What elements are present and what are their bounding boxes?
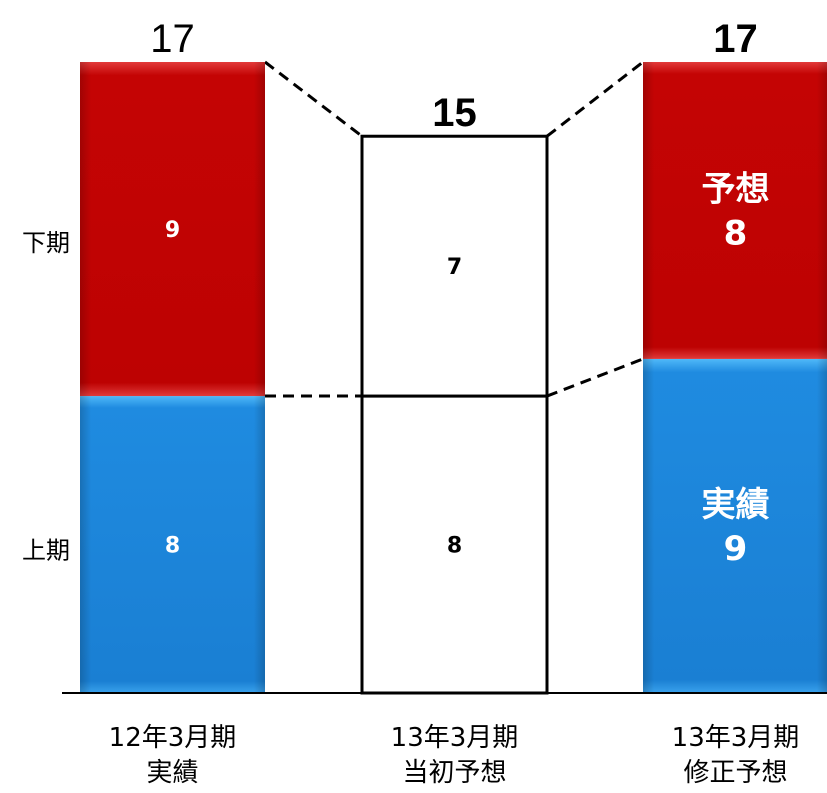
dashed-connectors [264,60,644,398]
bar-total-label: 17 [150,17,195,61]
row-label-upper: 下期 [22,229,70,257]
segment-value-label: 7 [447,255,462,280]
category-label: 実績 [146,758,198,788]
category-label: 13年3月期 [672,723,800,753]
bar-segment-upper-shade [80,62,265,397]
segment-value-label: 9 [724,529,748,569]
bar-segment-lower-shade [80,396,265,693]
bar-segment-upper [360,134,549,398]
bar-total-label: 15 [432,91,477,135]
segment-name-label: 実績 [702,485,770,525]
row-label-lower: 上期 [22,537,70,565]
bars [80,62,827,695]
bar-segment-upper-shade [643,62,827,359]
category-label: 13年3月期 [391,723,519,753]
category-label: 12年3月期 [109,723,237,753]
connector-top [264,60,363,138]
segment-value-label: 8 [447,534,462,559]
segment-value-label: 9 [165,218,180,243]
connector-boundary [546,357,644,398]
labels: 178912年3月期実績158713年3月期当初予想17実績9予想813年3月期… [22,17,799,788]
category-label: 修正予想 [683,758,787,788]
segment-value-label: 8 [165,534,180,559]
bar-total-label: 17 [713,17,758,61]
segment-name-label: 予想 [702,169,770,209]
bar-segment-lower-shade [643,358,827,693]
category-label: 当初予想 [402,758,506,788]
connector-top [546,60,644,138]
segment-value-label: 8 [724,213,748,253]
